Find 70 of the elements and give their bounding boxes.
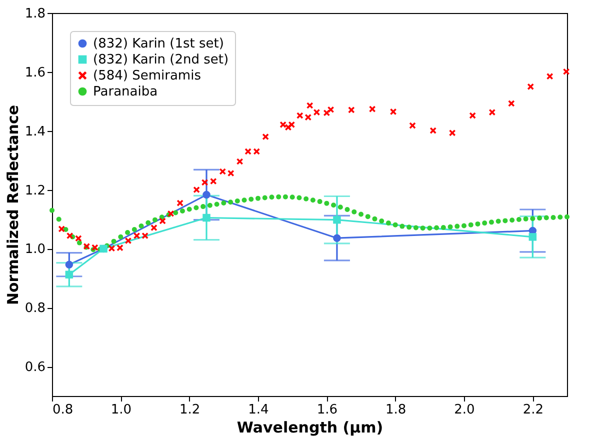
point — [244, 148, 252, 155]
point — [75, 235, 82, 242]
point — [449, 130, 456, 136]
point — [219, 168, 226, 175]
point — [409, 122, 416, 129]
point — [142, 232, 148, 239]
y-tick-label: 0.8 — [24, 301, 46, 316]
point — [116, 244, 124, 251]
point — [296, 112, 304, 119]
point — [288, 121, 295, 128]
legend-label: Paranaiba — [93, 84, 158, 100]
legend-label: (832) Karin (1st set) — [93, 36, 224, 52]
legend-label: (832) Karin (2nd set) — [93, 52, 229, 68]
point — [236, 158, 243, 165]
y-tick-label: 1.8 — [24, 6, 46, 22]
point — [430, 127, 436, 134]
point — [528, 233, 537, 241]
x-tick-label: 1.4 — [248, 402, 269, 418]
y-tick-label: 1.0 — [24, 242, 46, 258]
point — [125, 238, 132, 244]
point — [304, 114, 312, 120]
point — [202, 190, 210, 199]
point — [262, 134, 269, 140]
x-tick-label: 2.0 — [454, 402, 475, 418]
point — [369, 106, 376, 112]
y-tick-label: 0.6 — [24, 360, 46, 376]
x-axis-title: Wavelength (µm) — [236, 418, 384, 436]
point — [159, 218, 166, 224]
point — [348, 106, 355, 114]
point — [202, 179, 208, 186]
point — [508, 100, 515, 107]
point — [176, 200, 184, 206]
x-tick-label: 1.0 — [110, 402, 132, 418]
y-tick-label: 1.4 — [24, 124, 46, 140]
x-tick-label: 1.8 — [385, 402, 406, 418]
point — [306, 102, 314, 109]
point — [65, 260, 74, 268]
point — [546, 73, 553, 80]
point — [253, 148, 260, 155]
point — [328, 106, 334, 113]
x-tick-label: 1.2 — [179, 402, 200, 418]
y-tick-label: 1.2 — [24, 183, 46, 198]
point — [280, 121, 286, 128]
point — [150, 224, 158, 231]
point — [527, 83, 534, 90]
point — [210, 178, 217, 184]
point — [488, 109, 496, 116]
legend-label: (584) Semiramis — [93, 68, 202, 84]
point — [134, 232, 140, 239]
point — [65, 270, 74, 278]
point — [228, 170, 234, 176]
x-tick-label: 2.2 — [522, 402, 544, 418]
point — [168, 210, 174, 217]
y-axis-title: Normalized Reflectance — [4, 104, 22, 306]
point — [108, 245, 115, 252]
point — [563, 68, 570, 75]
point — [390, 108, 396, 115]
point — [66, 232, 74, 239]
x-tick-label: 1.6 — [316, 402, 338, 418]
point — [202, 214, 210, 222]
point — [324, 110, 330, 116]
point — [314, 109, 320, 116]
point — [469, 112, 476, 119]
y-tick-label: 1.6 — [24, 65, 46, 80]
point — [333, 234, 341, 242]
point — [92, 244, 98, 251]
point — [58, 226, 65, 232]
point — [333, 216, 341, 224]
point — [193, 186, 200, 193]
x-tick-label: 0.8 — [52, 402, 74, 418]
